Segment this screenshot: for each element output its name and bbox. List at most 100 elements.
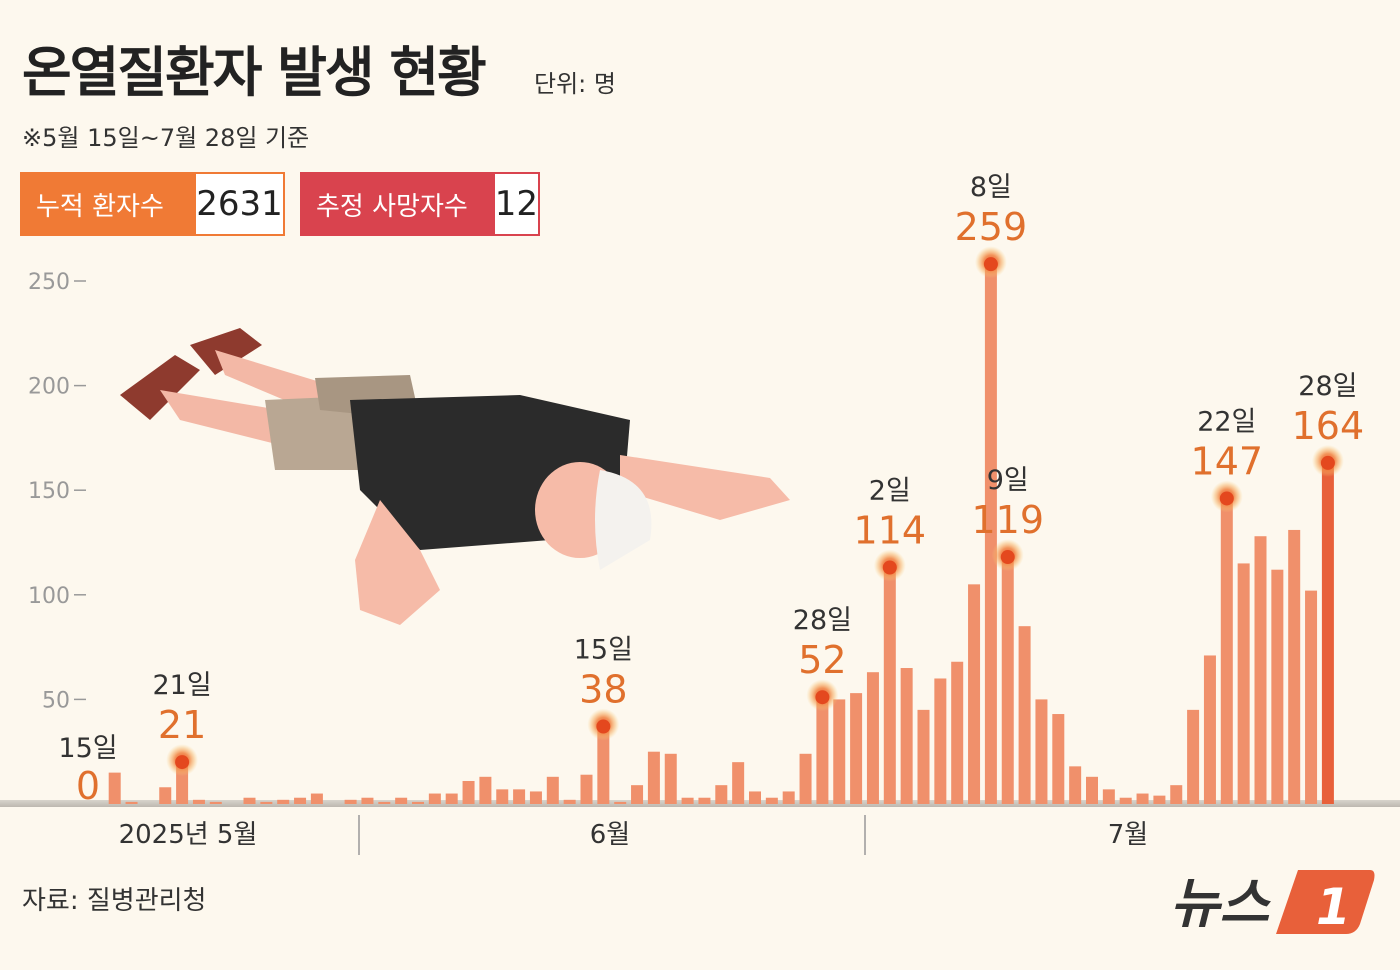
bar (344, 799, 357, 804)
source-note: 자료: 질병관리청 (22, 886, 207, 916)
data-label: 21 (158, 703, 206, 747)
collapsed-person-illustration (120, 328, 790, 625)
bar (1203, 655, 1216, 804)
day-label: 21일 (152, 670, 211, 701)
bar (715, 785, 728, 804)
bar (951, 661, 964, 804)
page-title: 온열질환자 발생 현황 (22, 41, 487, 104)
deaths-value: 12 (494, 174, 538, 234)
bar (1001, 555, 1014, 804)
month-label: 2025년 5월 (119, 820, 258, 850)
bar (833, 699, 846, 804)
highlight-dot (596, 719, 611, 734)
deaths-label: 추정 사망자수 (302, 174, 495, 234)
bar (597, 724, 610, 804)
bar (428, 793, 441, 804)
bar (1035, 699, 1048, 804)
y-axis: 50 100 150 200 250 (28, 270, 86, 713)
highlight-dot (882, 560, 897, 575)
day-label: 22일 (1197, 406, 1256, 437)
svg-text:1: 1 (1316, 878, 1351, 936)
highlight-dot (1000, 550, 1015, 565)
bar (968, 584, 981, 804)
y-tick-label: 100 (28, 584, 70, 609)
logo-mark (1276, 870, 1375, 934)
bar (361, 797, 374, 804)
bar (1220, 496, 1233, 804)
bar (934, 678, 947, 804)
bar (479, 776, 492, 804)
bar (310, 793, 323, 804)
bar (125, 801, 138, 804)
bar (614, 801, 627, 804)
bar (917, 709, 930, 804)
bar (765, 797, 778, 804)
cumulative-value: 2631 (196, 174, 283, 234)
cumulative-label: 누적 환자수 (22, 174, 196, 234)
bar (1170, 785, 1183, 804)
highlight-dot (815, 690, 830, 705)
y-tick-label: 200 (28, 375, 70, 400)
day-label: 15일 (574, 635, 633, 666)
highlight-dot (175, 755, 190, 770)
bar (1153, 795, 1166, 804)
unit-label: 단위: 명 (534, 70, 616, 98)
data-label: 0 (76, 764, 100, 808)
bar (294, 797, 307, 804)
bar (1119, 797, 1132, 804)
estimated-deaths-box: 추정 사망자수 12 (300, 172, 540, 236)
bar (546, 776, 559, 804)
bar (1069, 766, 1082, 804)
bar (850, 693, 863, 804)
bar (816, 695, 829, 804)
data-label: 147 (1191, 439, 1264, 483)
bar (1018, 626, 1031, 804)
bar (900, 668, 913, 804)
bar (866, 672, 879, 804)
bar (883, 565, 896, 804)
bar (412, 801, 424, 804)
bar (1321, 460, 1334, 804)
day-label: 9일 (987, 465, 1029, 496)
day-label: 28일 (793, 605, 852, 636)
bar (378, 801, 391, 804)
bar (984, 262, 997, 804)
bar (799, 753, 812, 804)
day-label: 28일 (1298, 371, 1357, 402)
bar (1187, 709, 1200, 804)
basis-note: ※5월 15일~7월 28일 기준 (22, 124, 310, 152)
bar (563, 799, 576, 804)
bar (1086, 776, 1098, 804)
bar (580, 774, 593, 804)
bar (681, 797, 694, 804)
bar (192, 799, 205, 804)
data-label: 38 (579, 668, 627, 712)
bar (749, 791, 761, 804)
highlight-dot (1219, 491, 1234, 506)
bar (1288, 529, 1301, 804)
bar (209, 801, 222, 804)
cumulative-patients-box: 누적 환자수 2631 (20, 172, 285, 236)
bar (260, 801, 273, 804)
bar (513, 789, 526, 804)
highlight-dot (983, 257, 998, 272)
data-label: 259 (955, 205, 1028, 249)
logo-text: 뉴스 (1170, 872, 1272, 935)
day-label: 2일 (869, 476, 911, 507)
bar (445, 793, 458, 804)
bar (698, 797, 711, 804)
month-label: 7월 (1108, 820, 1148, 850)
bar (732, 762, 745, 804)
y-tick-label: 150 (28, 479, 70, 504)
bar (395, 797, 408, 804)
bar (664, 753, 677, 804)
bar (1254, 536, 1267, 804)
bar (496, 789, 509, 804)
bar (631, 785, 644, 804)
highlight-dot (1320, 455, 1335, 470)
data-label: 119 (971, 498, 1044, 542)
data-label: 114 (854, 509, 927, 553)
bar (1136, 793, 1149, 804)
day-label: 15일 (58, 733, 117, 764)
y-tick-label: 250 (28, 270, 70, 295)
